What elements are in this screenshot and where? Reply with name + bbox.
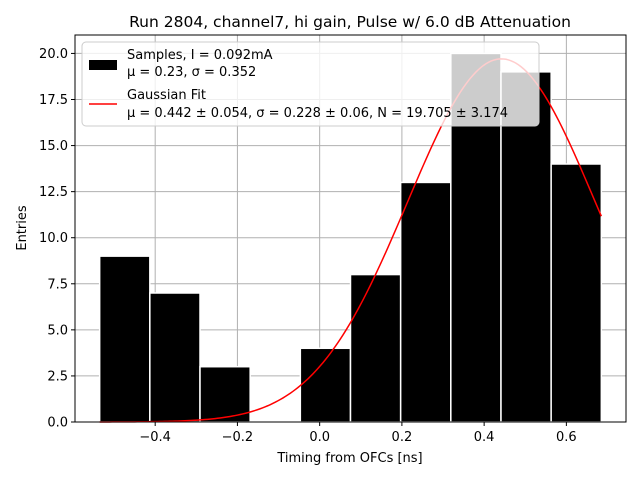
y-tick-label: 10.0 — [39, 231, 68, 246]
y-axis-label: Entries — [15, 205, 30, 251]
x-tick-label: 0.2 — [392, 430, 413, 445]
chart-title: Run 2804, channel7, hi gain, Pulse w/ 6.… — [129, 13, 571, 31]
legend-fit-line2: μ = 0.442 ± 0.054, σ = 0.228 ± 0.06, N =… — [127, 106, 508, 121]
y-tick-label: 0.0 — [47, 416, 68, 431]
plot-frame — [74, 34, 627, 423]
legend-samples-line1: Samples, I = 0.092mA — [127, 48, 273, 63]
x-tick-label: 0.6 — [556, 430, 577, 445]
x-axis-ticks: −0.4 −0.2 0.0 0.2 0.4 0.6 — [139, 422, 577, 445]
legend: Samples, I = 0.092mA μ = 0.23, σ = 0.352… — [81, 41, 540, 127]
y-tick-label: 2.5 — [47, 369, 68, 384]
x-tick-label: 0.4 — [474, 430, 495, 445]
y-tick-label: 12.5 — [39, 185, 68, 200]
x-tick-label: 0.0 — [309, 430, 330, 445]
histogram-bar — [98, 255, 151, 423]
histogram-bar — [199, 365, 251, 423]
legend-fit-line1: Gaussian Fit — [127, 88, 206, 103]
histogram-bar — [399, 181, 452, 423]
histogram-bar — [550, 163, 603, 423]
x-axis-label: Timing from OFCs [ns] — [276, 451, 422, 466]
x-tick-label: −0.2 — [222, 430, 254, 445]
histogram-bar — [149, 292, 201, 423]
y-tick-label: 15.0 — [39, 139, 68, 154]
y-axis-ticks: 0.0 2.5 5.0 7.5 10.0 12.5 15.0 17.5 20.0 — [39, 47, 75, 431]
histogram-bar — [500, 71, 552, 423]
x-tick-label: −0.4 — [139, 430, 171, 445]
y-tick-label: 5.0 — [47, 323, 68, 338]
legend-bar-swatch — [89, 60, 117, 70]
histogram-bar — [349, 273, 402, 423]
legend-samples-line2: μ = 0.23, σ = 0.352 — [127, 65, 256, 80]
legend-box — [81, 41, 540, 127]
y-tick-label: 7.5 — [47, 277, 68, 292]
y-tick-label: 20.0 — [39, 47, 68, 62]
y-tick-label: 17.5 — [39, 93, 68, 108]
